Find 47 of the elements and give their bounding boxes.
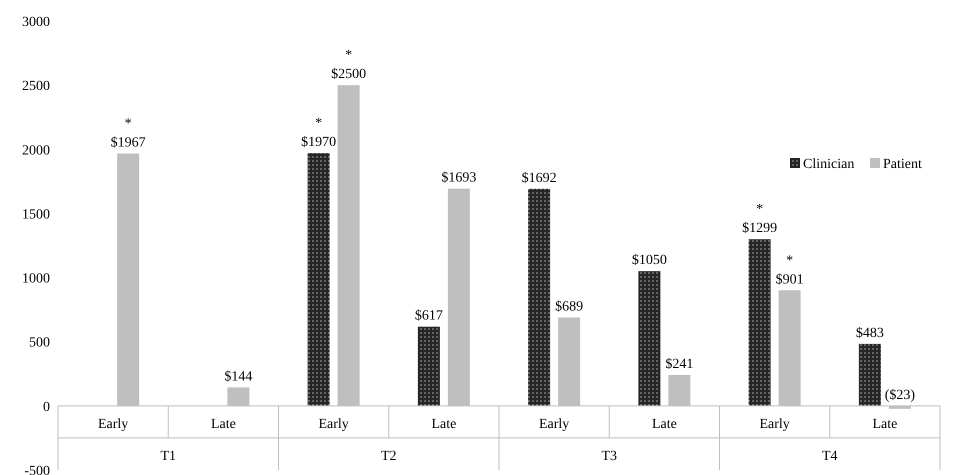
annotation: T2 [380, 448, 397, 464]
legend-label: Patient [883, 157, 922, 172]
data-label: $1967 [110, 136, 146, 151]
data-label: ($23) [884, 388, 916, 403]
data-label: $617 [414, 308, 443, 324]
data-label: $1693 [441, 170, 476, 186]
data-label: $2500 [331, 67, 366, 82]
legend-label: Clinician [803, 157, 854, 172]
y-tick-label: 2500 [22, 79, 50, 94]
y-tick-label: 0 [43, 400, 50, 415]
annotation: * [124, 116, 132, 132]
data-label: $689 [555, 299, 584, 314]
x-tick-label: Late [652, 416, 677, 432]
y-tick-label: 1500 [22, 207, 50, 222]
annotation: T1 [160, 448, 176, 464]
y-tick-label: 2000 [22, 143, 50, 158]
annotation: * [756, 202, 764, 218]
bar [418, 326, 440, 406]
y-tick-label: 1000 [22, 272, 50, 287]
x-tick-label: Early [318, 416, 349, 432]
x-tick-label: Late [431, 416, 456, 432]
y-tick-label: 3000 [22, 15, 50, 30]
x-tick-label: Early [538, 416, 570, 432]
annotation: * [315, 116, 322, 132]
bar [748, 239, 771, 406]
annotation: * [345, 48, 352, 64]
x-tick-label: Late [872, 416, 898, 432]
y-tick-label: -500 [24, 464, 50, 475]
bar [638, 271, 660, 406]
x-tick-label: Early [98, 416, 128, 432]
x-tick-label: Late [210, 416, 236, 432]
data-label: $1299 [742, 221, 778, 236]
data-label: $901 [776, 272, 804, 288]
data-label: $1050 [632, 253, 667, 268]
data-label: $144 [224, 369, 252, 384]
data-label: $241 [665, 356, 694, 372]
y-tick-label: 500 [29, 336, 50, 351]
annotation: T3 [601, 448, 618, 464]
data-label: $483 [856, 326, 884, 341]
bar [528, 188, 550, 406]
bar [858, 344, 881, 406]
data-label: $1692 [522, 170, 557, 186]
annotation: * [786, 253, 794, 268]
annotation: T4 [822, 448, 838, 464]
bar [308, 153, 330, 406]
x-tick-label: Early [759, 416, 790, 432]
data-label: $1970 [301, 135, 336, 150]
